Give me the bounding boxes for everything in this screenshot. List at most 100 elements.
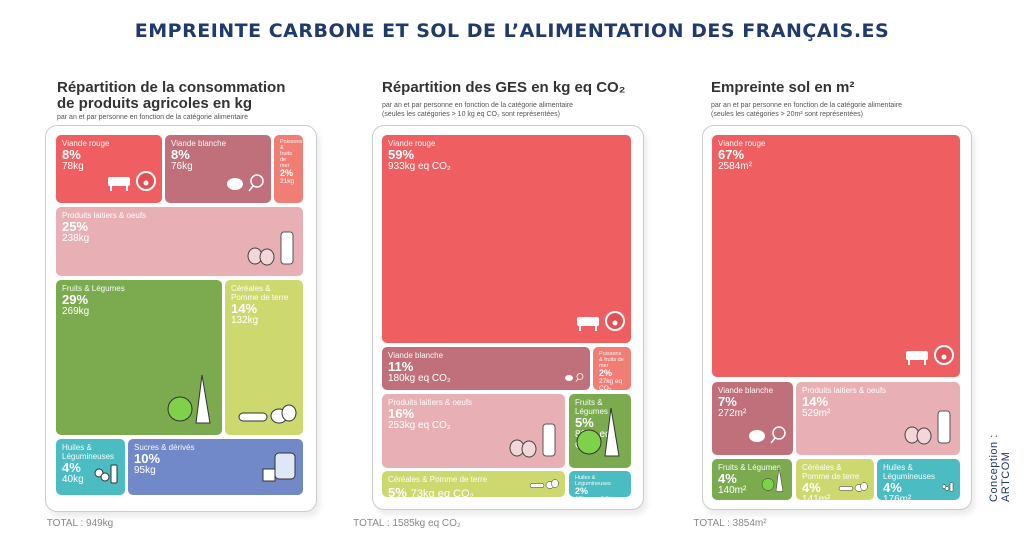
tile-percent: 4% [718,471,737,486]
tile-percent: 29% [62,292,89,307]
bread-potato-icon [529,479,559,493]
chicken-icon [225,171,265,198]
oil-beans-icon [941,481,954,496]
tile-value: 27kg eq CO₂ [599,378,623,390]
tile-value: 253kg eq CO₂ [388,420,451,431]
tile-label: Produits laitiers & oeufs [388,398,473,407]
treemap-tile-sucres[interactable]: Sucres & dérivés 10% 95kg [128,439,303,495]
tile-percent: 7% [718,394,737,409]
tile-percent: 5% [388,485,407,497]
tile-value: 132kg [231,315,259,326]
tile-value: 933kg eq CO₂ [388,161,451,172]
tile-label: Céréales & Pomme de terre [802,463,860,481]
tile-label: Viande rouge [388,139,436,148]
bread-potato-icon [237,403,297,430]
apple-carrot-icon [575,398,625,463]
tile-percent: 14% [231,301,258,316]
tile-value: 27kg eq CO₂ [575,496,625,497]
tile-label: Poissons & fruits de mer [599,351,624,369]
tile-percent: 16% [388,406,415,421]
tile-percent: 4% [883,480,902,495]
treemap-tile-laitiers[interactable]: Produits laitiers & oeufs 14% 529m² [796,382,960,455]
treemap-tile-viande-rouge[interactable]: Viande rouge 8% 78kg [56,135,162,203]
tile-label: Poissons & fruits de mer [280,139,303,169]
treemap-tile-fruits[interactable]: Fruits & Légumes 4% 140m² [712,459,792,500]
infographic-title: EMPREINTE CARBONE ET SOL DE L’ALIMENTATI… [134,20,890,42]
cow-steak-icon [106,169,156,198]
milk-eggs-icon [904,405,954,450]
tile-value: 73kg eq CO₂ [410,488,474,498]
treemap-tile-huiles[interactable]: Huiles & Légumineuses 4% 176m² [877,459,960,500]
chart-subtitle-note: (seules les catégories > 10 kg eq CO₂ so… [382,111,561,118]
tile-percent: 8% [171,147,190,162]
tile-value: 21kg [280,178,295,185]
tile-value: 272m² [718,408,747,419]
tile-percent: 4% [62,460,81,475]
chart-subtitle: par an et par personne en fonction de la… [382,102,574,109]
tile-label: Viande blanche [718,386,774,395]
tile-value: 76kg [171,161,193,172]
chart-title: Répartition des GES en kg eq CO₂ [382,79,626,96]
treemap-tile-viande-rouge[interactable]: Viande rouge 67% 2584m² [712,135,960,377]
tile-label: Fruits & Légumes [575,398,608,416]
tile-percent: 2% [575,486,589,496]
tile-label: Huiles & Légumineuses [575,475,611,487]
chart-total: TOTAL : 3854m² [693,518,767,529]
chart-total: TOTAL : 1585kg eq CO₂ [353,518,461,529]
treemap-tile-viande-blanche[interactable]: Viande blanche 11% 180kg eq CO₂ [382,347,590,390]
treemap-tile-laitiers[interactable]: Produits laitiers & oeufs 25% 238kg [56,207,303,276]
tile-value: 40kg [62,474,84,485]
treemap-tile-cereales[interactable]: Céréales & Pomme de terre 14% 132kg [225,280,303,435]
tile-value: 140m² [718,485,747,496]
tile-percent: 59% [388,147,415,162]
tile-percent: 2% [599,368,613,378]
tile-percent: 2% [280,168,294,178]
milk-eggs-icon [247,226,297,271]
treemap-tile-viande-rouge[interactable]: Viande rouge 59% 933kg eq CO₂ [382,135,631,343]
chicken-icon [564,372,584,386]
tile-value: 269kg [62,306,90,317]
tile-label: Viande blanche [171,139,227,148]
treemap-tile-viande-blanche[interactable]: Viande blanche 7% 272m² [712,382,793,455]
tile-value: 95kg [134,465,156,476]
tile-label: Viande rouge [62,139,110,148]
treemap-tile-cereales[interactable]: Céréales & Pomme de terre 4% 141m² [796,459,874,500]
tile-value: 2584m² [718,161,752,172]
chart-title: Empreinte sol en m² [711,79,855,96]
chart-title: Répartition de la consommation de produi… [57,79,286,112]
treemap-tile-poissons[interactable]: Poissons & fruits de mer 2% 27kg eq CO₂ [593,347,631,390]
oil-beans-icon [93,461,119,490]
tile-value: 176m² [883,494,912,500]
tile-percent: 67% [718,147,745,162]
tile-percent: 8% [62,147,81,162]
tile-label: Huiles & Légumineuses [883,463,936,481]
tile-label: Fruits & Légumes [62,284,125,293]
sugar-jar-icon [261,449,297,490]
treemap-tile-cereales[interactable]: Céréales & Pomme de terre 5% 73kg eq CO₂ [382,471,565,497]
apple-carrot-icon [166,365,216,430]
chart-subtitle: par an et par personne en fonction de la… [57,114,249,121]
treemap-tile-viande-blanche[interactable]: Viande blanche 8% 76kg [165,135,271,203]
treemap-tile-fruits[interactable]: Fruits & Légumes 29% 269kg [56,280,222,435]
cow-steak-icon [575,309,625,338]
milk-eggs-icon [509,418,559,463]
tile-label: Céréales & Pomme de terre [231,284,289,302]
tile-percent: 14% [802,394,829,409]
tile-label: Viande rouge [718,139,766,148]
treemap-tile-poissons[interactable]: Poissons & fruits de mer 2% 21kg [274,135,303,203]
tile-label: Produits laitiers & oeufs [802,386,887,395]
treemap-tile-huiles[interactable]: Huiles & Légumineuses 4% 40kg [56,439,125,495]
chicken-icon [747,423,787,450]
tile-label: Viande blanche [388,351,444,360]
tile-percent: 4% [802,480,821,495]
tile-label: Huiles & Légumineuses [62,443,115,461]
tile-percent: 11% [388,359,414,374]
apple-carrot-icon [761,463,786,496]
treemap-tile-laitiers[interactable]: Produits laitiers & oeufs 16% 253kg eq CO₂ [382,394,565,468]
tile-value: 238kg [62,233,90,244]
credit: Conception : ARTCOM [988,434,1012,502]
chart-subtitle: par an et par personne en fonction de la… [711,102,903,109]
tile-label: Céréales & Pomme de terre [388,475,488,484]
